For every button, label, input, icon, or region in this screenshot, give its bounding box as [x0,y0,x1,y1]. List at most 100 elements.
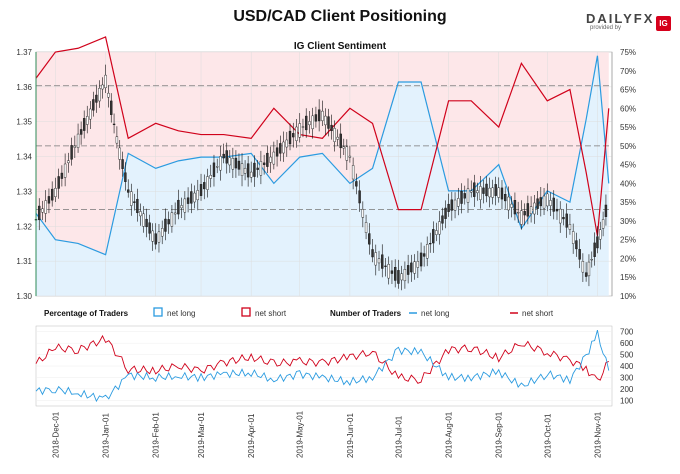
candle-body [249,171,253,178]
candle-body [447,203,450,212]
candle-body [542,195,546,209]
candle-body [406,265,410,275]
candle-body [364,222,368,233]
pct-tick-label: 55% [620,123,636,132]
date-tick-label: 2019-Oct-01 [543,413,552,458]
candle-body [497,187,500,198]
traders-tick-label: 100 [620,396,634,405]
candle-body [133,201,136,203]
candle-body [317,109,321,122]
candle-body [282,141,285,154]
pct-tick-label: 40% [620,179,636,188]
candle-body [167,219,170,225]
candle-body [151,230,154,242]
candle-body [342,146,345,149]
candle-body [473,182,476,197]
traders-tick-label: 400 [620,362,634,371]
candle-body [601,219,605,229]
traders-net-short-line [35,334,609,384]
candle-body [393,267,397,281]
candle-body [203,182,206,190]
candle-body [568,224,572,230]
candle-body [494,184,497,196]
candle-body [488,187,491,198]
candle-body [565,213,568,228]
price-tick-label: 1.36 [16,83,32,92]
date-tick-label: 2019-Nov-01 [593,411,602,458]
candle-body [413,261,416,274]
candle-body [243,167,247,174]
candle-body [321,110,324,121]
candle-body [526,203,530,217]
candle-body [173,212,177,215]
candle-body [450,199,454,211]
candle-body [410,262,413,273]
candle-body [225,150,228,164]
price-candles [34,64,608,291]
candle-body [269,156,272,163]
candle-body [288,130,292,145]
pct-tick-label: 10% [620,292,636,301]
candle-body [457,198,460,207]
traders-tick-label: 300 [620,373,634,382]
pct-tick-label: 70% [620,67,636,76]
candle-body [504,194,507,202]
candle-body [571,231,575,244]
candle-body [305,115,308,131]
candle-body [92,99,95,111]
legend-pct-long-swatch [153,307,163,317]
net-long-area [36,55,609,296]
candle-body [562,217,565,220]
candle-body [82,118,86,131]
candle-body [599,229,602,240]
candle-body [285,139,288,148]
candle-body [549,200,552,206]
candle-body [57,176,60,189]
candle-body [79,129,83,135]
candle-body [148,222,151,234]
logo-sub: provided by [590,25,622,31]
candle-body [177,199,180,215]
candle-body [95,94,98,103]
traders-tick-label: 200 [620,385,634,394]
candle-body [400,273,403,281]
pct-tick-label: 15% [620,273,636,282]
candle-body [89,108,92,120]
candle-body [256,167,259,170]
candle-body [384,265,387,267]
pct-tick-label: 65% [620,86,636,95]
candle-body [539,197,543,207]
candle-body [60,172,64,179]
candle-body [112,123,116,125]
candle-body [429,243,432,245]
candle-body [596,236,599,249]
date-tick-label: 2019-Sep-01 [495,411,504,458]
candle-body [345,146,349,161]
candle-body [259,161,263,176]
candle-body [67,160,70,164]
candle-body [529,206,533,214]
traders-tick-label: 600 [620,339,634,348]
candle-body [453,199,457,211]
candle-body [552,197,555,212]
candle-body [266,152,269,167]
candle-body [520,210,523,225]
candle-body [435,230,438,235]
candle-body [86,116,89,125]
candle-body [422,253,426,257]
candle-body [466,188,470,203]
candle-body [219,156,222,171]
candle-body [324,115,327,126]
candle-body [199,184,203,196]
price-tick-label: 1.30 [16,292,32,301]
candle-body [196,190,199,201]
candle-body [523,211,526,216]
traders-tick-label: 700 [620,328,634,337]
candle-body [110,100,113,115]
legend-pct-long-label: net long [167,309,195,318]
candle-body [104,74,107,89]
candle-body [50,188,54,201]
pct-tick-label: 60% [620,104,636,113]
logo-name: DAILYFX [586,11,655,26]
